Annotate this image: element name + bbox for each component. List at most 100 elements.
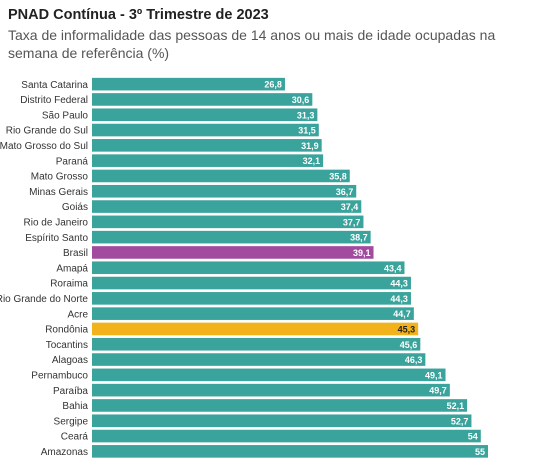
bar-row-amapa: Amapá 43,4 <box>56 261 405 275</box>
value-label-sergipe: 52,7 <box>451 416 469 426</box>
category-label-espirito-santo: Espírito Santo <box>25 233 88 244</box>
value-label-mato-grosso: 35,8 <box>329 171 347 181</box>
value-label-brasil: 39,1 <box>353 248 371 258</box>
category-label-sao-paulo: São Paulo <box>42 110 89 121</box>
bar-row-paraiba: Paraíba 49,7 <box>53 383 450 397</box>
bar-row-parana: Paraná 32,1 <box>56 154 324 167</box>
category-label-paraiba: Paraíba <box>53 386 88 397</box>
bar-row-minas-gerais: Minas Gerais 36,7 <box>29 184 357 198</box>
value-label-rio-grande-do-norte: 44,3 <box>390 294 408 304</box>
category-label-rio-de-janeiro: Rio de Janeiro <box>24 217 89 228</box>
bar-row-sergipe: Sergipe 52,7 <box>54 414 472 427</box>
value-label-bahia: 52,1 <box>447 401 465 411</box>
category-label-bahia: Bahia <box>62 401 88 412</box>
bar-roraima <box>92 276 411 290</box>
bar-row-brasil: Brasil 39,1 <box>63 246 374 259</box>
bar-row-espirito-santo: Espírito Santo 38,7 <box>25 230 371 244</box>
value-label-minas-gerais: 36,7 <box>336 187 354 197</box>
bar-row-amazonas: Amazonas 55 <box>41 445 488 458</box>
category-label-roraima: Roraima <box>50 279 88 290</box>
bar-alagoas <box>92 353 426 366</box>
category-label-ceara: Ceará <box>61 432 89 443</box>
bar-brasil <box>92 246 374 259</box>
value-label-santa-catarina: 26,8 <box>264 80 282 90</box>
bar-row-mato-grosso: Mato Grosso 35,8 <box>31 169 350 183</box>
bar-amapa <box>92 261 405 275</box>
value-label-paraiba: 49,7 <box>429 386 447 396</box>
bar-row-alagoas: Alagoas 46,3 <box>52 353 426 366</box>
value-label-tocantins: 45,6 <box>400 340 418 350</box>
bar-row-santa-catarina: Santa Catarina 26,8 <box>21 77 285 91</box>
bar-paraiba <box>92 383 450 397</box>
bar-row-pernambuco: Pernambuco 49,1 <box>31 368 446 382</box>
bar-row-rio-de-janeiro: Rio de Janeiro 37,7 <box>24 215 364 229</box>
bar-row-tocantins: Tocantins 45,6 <box>46 337 421 351</box>
value-label-rondonia: 45,3 <box>398 324 416 334</box>
value-label-pernambuco: 49,1 <box>425 370 443 380</box>
category-label-mato-grosso: Mato Grosso <box>31 172 89 183</box>
bar-rio-de-janeiro <box>92 215 364 229</box>
category-label-amapa: Amapá <box>56 263 88 274</box>
bar-goias <box>92 200 362 213</box>
bar-row-ceara: Ceará 54 <box>61 429 481 443</box>
bar-santa-catarina <box>92 77 285 91</box>
category-label-distrito-federal: Distrito Federal <box>20 95 88 106</box>
category-label-sergipe: Sergipe <box>54 416 89 427</box>
bar-minas-gerais <box>92 184 357 198</box>
bar-row-rondonia: Rondônia 45,3 <box>45 322 419 336</box>
value-label-mato-grosso-do-sul: 31,9 <box>301 141 319 151</box>
bar-row-distrito-federal: Distrito Federal 30,6 <box>20 93 313 106</box>
category-label-parana: Paraná <box>56 156 89 167</box>
bar-rio-grande-do-norte <box>92 292 411 305</box>
category-label-alagoas: Alagoas <box>52 355 88 366</box>
value-label-amazonas: 55 <box>475 447 485 457</box>
value-label-roraima: 44,3 <box>390 279 408 289</box>
value-label-amapa: 43,4 <box>384 263 402 273</box>
bar-rondonia <box>92 322 419 336</box>
bar-rio-grande-do-sul <box>92 123 319 137</box>
category-label-rio-grande-do-sul: Rio Grande do Sul <box>6 126 88 137</box>
bar-mato-grosso-do-sul <box>92 139 322 152</box>
bar-row-rio-grande-do-norte: Rio Grande do Norte 44,3 <box>0 292 411 305</box>
value-label-goias: 37,4 <box>341 202 359 212</box>
bar-row-sao-paulo: São Paulo 31,3 <box>42 108 318 121</box>
category-label-acre: Acre <box>67 309 88 320</box>
category-label-tocantins: Tocantins <box>46 340 88 351</box>
bar-pernambuco <box>92 368 446 382</box>
value-label-acre: 44,7 <box>393 309 411 319</box>
value-label-rio-grande-do-sul: 31,5 <box>298 126 316 136</box>
category-label-goias: Goiás <box>62 202 88 213</box>
bar-sao-paulo <box>92 108 318 122</box>
bar-amazonas <box>92 445 488 458</box>
category-label-rondonia: Rondônia <box>45 325 88 336</box>
value-label-parana: 32,1 <box>303 156 321 166</box>
category-label-amazonas: Amazonas <box>41 447 88 458</box>
bar-distrito-federal <box>92 93 313 106</box>
bar-tocantins <box>92 337 421 351</box>
value-label-sao-paulo: 31,3 <box>297 110 315 120</box>
bar-parana <box>92 154 324 167</box>
category-label-mato-grosso-do-sul: Mato Grosso do Sul <box>0 141 88 152</box>
bar-row-mato-grosso-do-sul: Mato Grosso do Sul 31,9 <box>0 139 322 152</box>
bar-mato-grosso <box>92 169 350 183</box>
category-label-rio-grande-do-norte: Rio Grande do Norte <box>0 294 88 305</box>
category-label-santa-catarina: Santa Catarina <box>21 80 88 91</box>
bar-row-acre: Acre 44,7 <box>67 307 414 320</box>
bar-sergipe <box>92 414 472 428</box>
bar-acre <box>92 307 414 320</box>
value-label-ceara: 54 <box>468 432 478 442</box>
bar-row-goias: Goiás 37,4 <box>62 200 362 213</box>
category-label-brasil: Brasil <box>63 248 88 259</box>
value-label-distrito-federal: 30,6 <box>292 95 310 105</box>
category-label-minas-gerais: Minas Gerais <box>29 187 88 198</box>
chart-title: PNAD Contínua - 3º Trimestre de 2023 <box>8 7 269 23</box>
value-label-rio-de-janeiro: 37,7 <box>343 217 361 227</box>
bar-row-rio-grande-do-sul: Rio Grande do Sul 31,5 <box>6 123 319 137</box>
category-label-pernambuco: Pernambuco <box>31 370 88 381</box>
bar-ceara <box>92 429 481 443</box>
bar-row-roraima: Roraima 44,3 <box>50 276 411 290</box>
bar-espirito-santo <box>92 230 371 244</box>
chart-subtitle: Taxa de informalidade das pessoas de 14 … <box>8 27 496 61</box>
